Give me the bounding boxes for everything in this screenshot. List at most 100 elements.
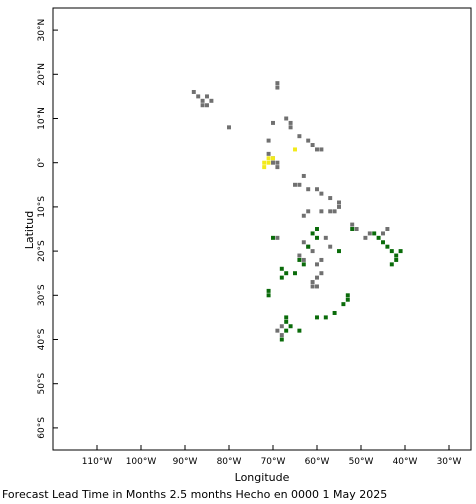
x-tick-label: 60°W [305,457,330,467]
grey-forecast-cell [332,209,337,214]
grey-forecast-cell [315,187,319,192]
green-forecast-cell [279,266,284,271]
green-forecast-cell [284,271,289,276]
forecast-cells [191,81,403,342]
grey-forecast-cell [315,275,319,280]
x-tick-label: 90°W [173,457,198,467]
grey-forecast-cell [301,257,306,262]
x-tick-label: 100°W [126,457,157,467]
grey-forecast-cell [205,103,209,108]
y-tick-label: 20°N [37,63,47,86]
green-forecast-cell [297,328,302,333]
grey-forecast-cell [319,209,324,214]
green-forecast-cell [323,315,328,320]
green-forecast-cell [345,297,350,302]
green-forecast-cell [315,235,319,240]
green-forecast-cell [345,293,350,298]
grey-forecast-cell [310,143,315,148]
green-forecast-cell [350,227,355,231]
green-forecast-cell [284,328,289,333]
grey-forecast-cell [271,160,275,165]
forecast-caption: Forecast Lead Time in Months 2.5 months … [2,488,388,501]
x-axis-title: Longitude [235,471,290,484]
grey-forecast-cell [200,98,205,103]
x-tick-label: 80°W [217,457,242,467]
grey-forecast-cell [196,94,201,99]
green-forecast-cell [306,244,311,249]
grey-forecast-cell [315,262,319,267]
green-forecast-cell [376,235,381,240]
green-forecast-cell [381,240,385,245]
grey-forecast-cell [306,138,311,143]
grey-forecast-cell [275,160,280,165]
y-tick-label: 50°S [37,373,47,395]
grey-forecast-cell [385,227,390,231]
grey-forecast-cell [328,196,333,201]
grey-forecast-cell [284,116,289,121]
grey-forecast-cell [319,147,324,152]
yellow-forecast-cell [262,160,267,165]
grey-forecast-cell [271,120,275,125]
plot-frame [52,7,472,451]
grey-forecast-cell [319,257,324,262]
grey-forecast-cell [227,125,231,130]
green-forecast-cell [266,288,271,293]
grey-forecast-cell [310,284,315,289]
yellow-forecast-cell [293,147,297,152]
grey-forecast-cell [288,120,293,125]
green-forecast-cell [297,257,302,262]
grey-forecast-cell [209,98,214,103]
grey-forecast-cell [191,89,196,94]
grey-forecast-cell [297,253,302,258]
y-tick-label: 20°S [37,240,47,262]
y-tick-label: 30°N [37,19,47,42]
green-forecast-cell [394,253,399,258]
green-forecast-cell [385,244,390,249]
green-forecast-cell [372,231,377,236]
green-forecast-cell [271,235,275,240]
grey-forecast-cell [328,244,333,249]
x-axis-ticks: 110°W 100°W 90°W 80°W 70°W 60°W 50°W 40°W 30°W [82,445,462,467]
green-forecast-cell [293,271,297,276]
green-forecast-cell [284,315,289,320]
grey-forecast-cell [301,240,306,245]
green-forecast-cell [284,319,289,324]
yellow-forecast-cell [271,156,275,161]
grey-forecast-cell [328,209,333,214]
grey-forecast-cell [354,227,359,231]
grey-forecast-cell [275,85,280,90]
yellow-forecast-cell [266,160,271,165]
grey-forecast-cell [205,94,209,99]
grey-forecast-cell [367,231,372,236]
x-tick-label: 70°W [261,457,286,467]
green-forecast-cell [315,315,319,320]
green-forecast-cell [332,310,337,315]
grey-forecast-cell [306,187,311,192]
x-tick-label: 50°W [349,457,374,467]
grey-forecast-cell [275,328,280,333]
grey-forecast-cell [350,222,355,227]
y-tick-label: 10°S [37,196,47,218]
grey-forecast-cell [293,182,297,187]
grey-forecast-cell [337,204,341,209]
green-forecast-cell [279,337,284,342]
grey-forecast-cell [310,249,315,254]
grey-forecast-cell [319,191,324,196]
x-tick-label: 30°W [437,457,462,467]
grey-forecast-cell [315,147,319,152]
grey-forecast-cell [297,182,302,187]
green-forecast-cell [315,227,319,231]
yellow-forecast-cell [262,165,267,170]
x-tick-label: 40°W [393,457,418,467]
green-forecast-cell [394,257,399,262]
grey-forecast-cell [301,213,306,218]
grey-forecast-cell [288,125,293,130]
grey-forecast-cell [319,271,324,276]
green-forecast-cell [389,249,394,254]
grey-forecast-cell [306,209,311,214]
y-tick-label: 40°S [37,328,47,350]
grey-forecast-cell [275,165,280,170]
grey-forecast-cell [200,103,205,108]
y-axis-title: Latitud [23,211,36,250]
